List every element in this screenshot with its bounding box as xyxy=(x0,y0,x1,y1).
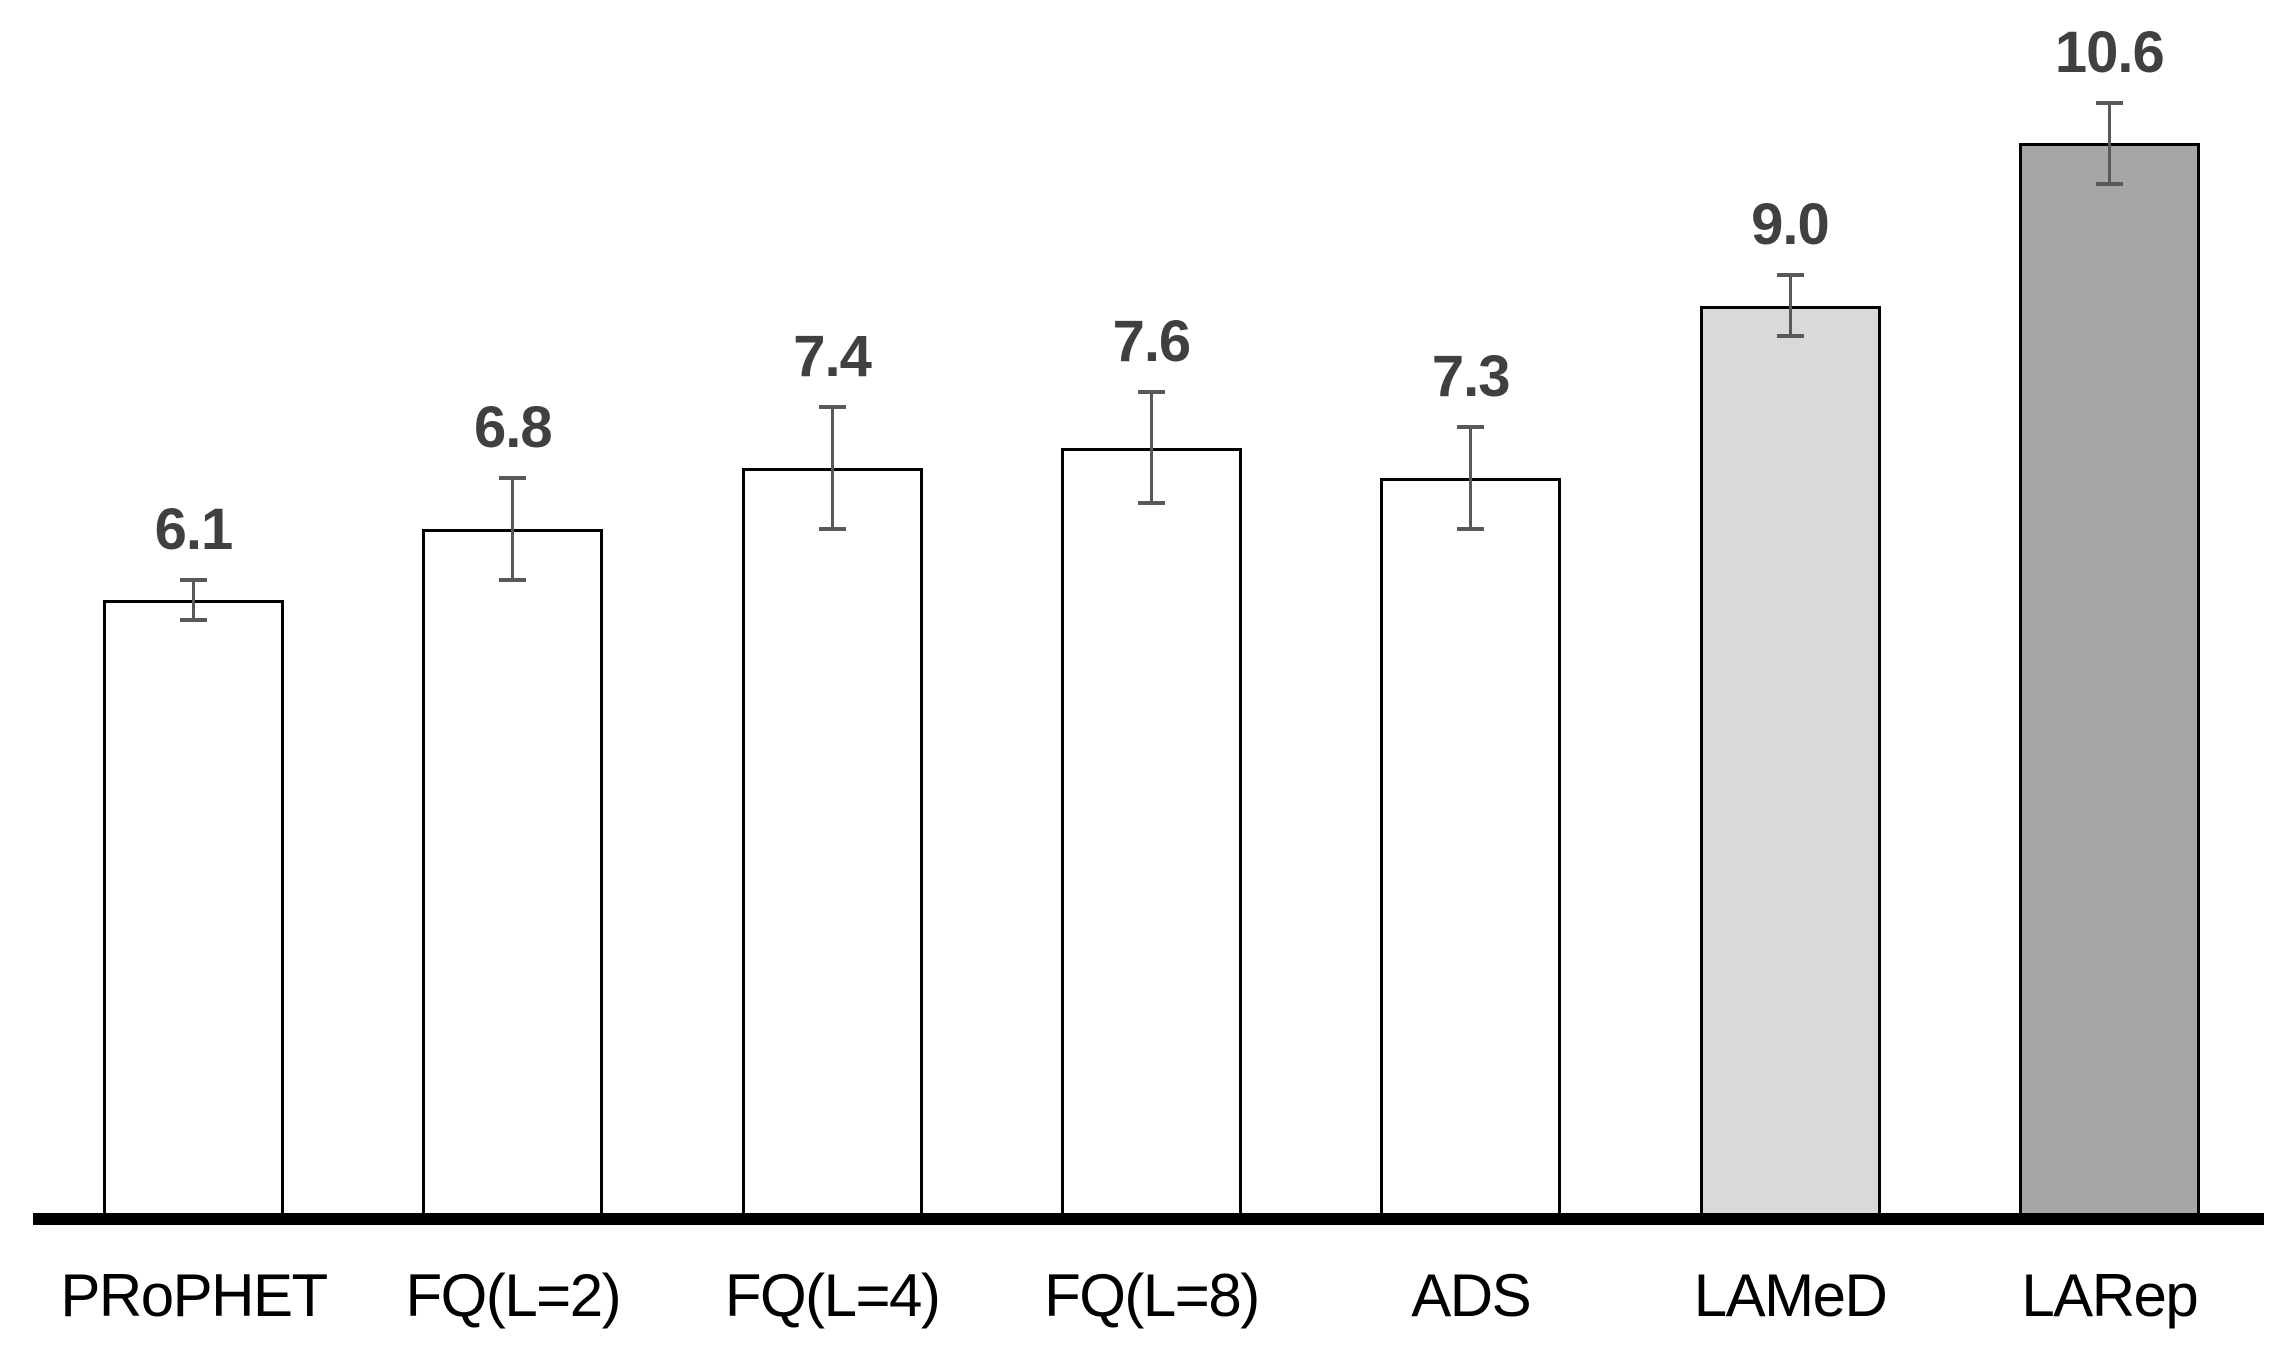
error-bar-prophet xyxy=(192,579,195,621)
error-cap-top-fq-l-2 xyxy=(499,476,527,481)
category-label-prophet: PRoPHET xyxy=(60,1262,328,1329)
category-label-fq-l-8: FQ(L=8) xyxy=(1044,1262,1260,1329)
error-cap-bottom-lamed xyxy=(1776,333,1804,338)
value-label-lamed: 9.0 xyxy=(1751,192,1830,258)
value-label-fq-l-8: 7.6 xyxy=(1112,308,1192,374)
bar-fq-l-4 xyxy=(741,467,923,1219)
bar-fq-l-2 xyxy=(422,528,604,1219)
error-bar-fq-l-4 xyxy=(830,407,834,529)
value-label-prophet: 6.1 xyxy=(154,496,234,562)
error-cap-top-larep xyxy=(2095,100,2123,105)
bar-fq-l-8 xyxy=(1060,447,1242,1219)
error-cap-bottom-fq-l-4 xyxy=(818,526,846,531)
error-bar-ads xyxy=(1469,427,1473,529)
error-bar-larep xyxy=(2107,102,2111,184)
bar-lamed xyxy=(1699,305,1881,1219)
category-label-lamed: LAMeD xyxy=(1693,1262,1888,1329)
error-bar-lamed xyxy=(1788,275,1792,336)
error-cap-top-fq-l-8 xyxy=(1137,389,1165,394)
value-label-larep: 10.6 xyxy=(2054,19,2165,85)
category-label-ads: ADS xyxy=(1411,1262,1531,1329)
error-cap-top-prophet xyxy=(180,577,207,582)
bar-prophet xyxy=(103,599,284,1219)
x-axis-line xyxy=(33,1213,2264,1225)
error-bar-fq-l-2 xyxy=(511,478,515,580)
value-label-fq-l-4: 7.4 xyxy=(793,324,872,389)
category-label-fq-l-2: FQ(L=2) xyxy=(405,1262,622,1329)
error-cap-bottom-fq-l-2 xyxy=(499,577,527,582)
bar-ads xyxy=(1380,478,1562,1219)
error-cap-top-lamed xyxy=(1776,273,1804,278)
value-label-ads: 7.3 xyxy=(1431,344,1511,410)
bar-larep xyxy=(2018,143,2200,1219)
value-label-fq-l-2: 6.8 xyxy=(473,395,553,461)
error-cap-bottom-ads xyxy=(1457,526,1485,531)
category-label-larep: LARep xyxy=(2021,1262,2198,1329)
error-cap-top-fq-l-4 xyxy=(818,405,846,409)
error-cap-top-ads xyxy=(1457,425,1485,430)
error-cap-bottom-prophet xyxy=(180,618,207,623)
error-cap-bottom-larep xyxy=(2095,181,2123,186)
error-cap-bottom-fq-l-8 xyxy=(1137,501,1165,506)
error-bar-fq-l-8 xyxy=(1149,391,1153,504)
category-label-fq-l-4: FQ(L=4) xyxy=(724,1262,941,1329)
